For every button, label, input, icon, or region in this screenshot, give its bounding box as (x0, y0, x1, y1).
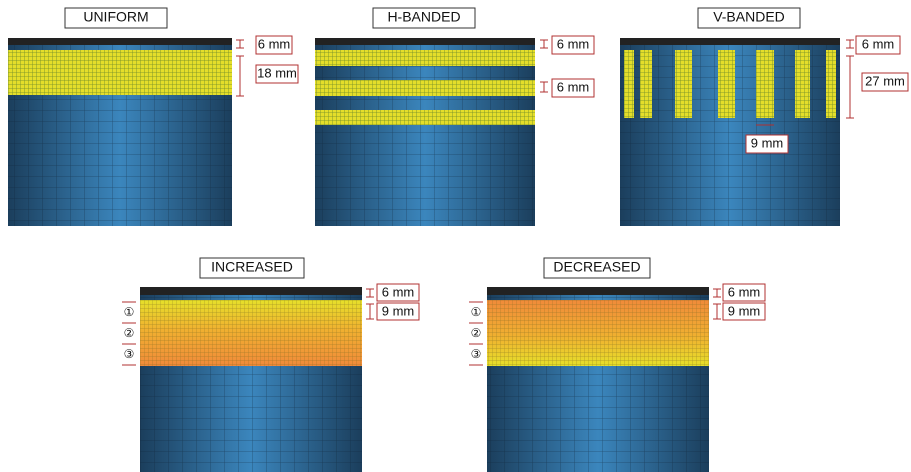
cap (140, 287, 362, 295)
cap (8, 38, 232, 45)
marker: ③ (124, 347, 135, 361)
annotation: 9 mm (728, 303, 761, 318)
cap (315, 38, 535, 45)
annotation: 6 mm (557, 79, 590, 94)
panel-title: V-BANDED (713, 9, 785, 25)
panel-title: DECREASED (553, 259, 640, 275)
annotation: 6 mm (258, 36, 291, 51)
band (756, 50, 774, 118)
panel-title: INCREASED (211, 259, 293, 275)
bracket (236, 40, 244, 96)
cap (620, 38, 840, 45)
panel-increased: INCREASED ① ② ③ 6 mm 9 mm (122, 258, 419, 472)
band-mesh (487, 300, 709, 366)
band (624, 50, 634, 118)
annotation: 9 mm (382, 303, 415, 318)
band (315, 110, 535, 125)
band-mesh (140, 300, 362, 366)
panel-uniform: UNIFORM 6 mm 18 mm (8, 8, 298, 226)
annotation: 18 mm (257, 65, 297, 80)
annotation: 6 mm (557, 36, 590, 51)
band (675, 50, 692, 118)
mesh (315, 42, 535, 226)
panel-v-banded: V-BANDED 6 mm 27 mm 9 mm (620, 8, 908, 226)
panel-decreased: DECREASED ① ② ③ 6 mm 9 mm (469, 258, 765, 472)
panel-title: UNIFORM (83, 9, 148, 25)
annotation: 27 mm (865, 73, 905, 88)
band (315, 50, 535, 66)
panel-h-banded: H-BANDED 6 mm 6 mm (315, 8, 594, 226)
annotation: 6 mm (862, 36, 895, 51)
marker: ① (471, 305, 482, 319)
band (826, 50, 836, 118)
band (8, 50, 232, 95)
band (718, 50, 735, 118)
annotation: 9 mm (751, 135, 784, 150)
cap (487, 287, 709, 295)
band (640, 50, 652, 118)
annotation: 6 mm (382, 284, 415, 299)
band (315, 80, 535, 96)
panel-title: H-BANDED (387, 9, 460, 25)
marker: ② (471, 326, 482, 340)
marker: ③ (471, 347, 482, 361)
bracket (540, 40, 548, 92)
band (795, 50, 810, 118)
marker: ② (124, 326, 135, 340)
annotation: 6 mm (728, 284, 761, 299)
figure: UNIFORM 6 mm 18 mm H-BANDED 6 mm 6 mm V-… (0, 0, 911, 472)
marker: ① (124, 305, 135, 319)
